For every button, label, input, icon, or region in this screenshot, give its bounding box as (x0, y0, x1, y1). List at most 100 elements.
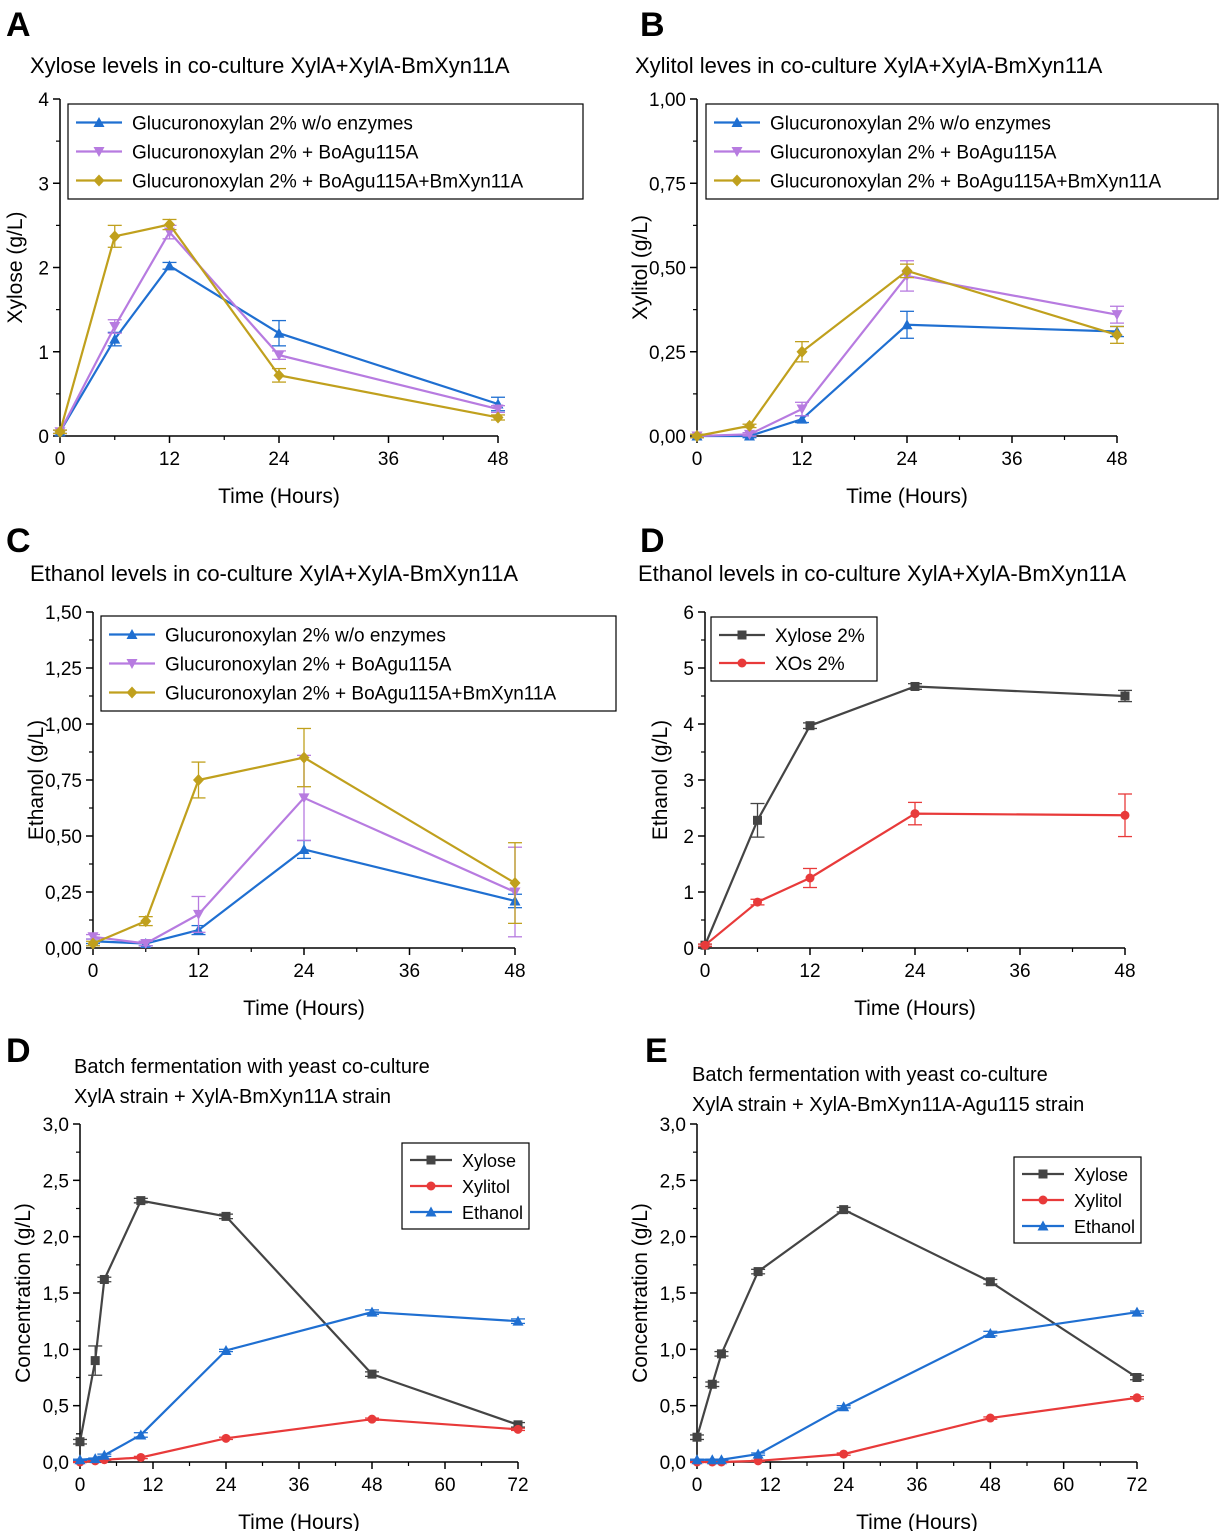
legend-marker (426, 1181, 436, 1191)
y-axis-label: Ethanol (g/L) (25, 720, 48, 840)
data-point (99, 1274, 109, 1284)
y-axis-label: Xylitol (g/L) (629, 215, 652, 320)
data-point (984, 1328, 996, 1339)
data-point (691, 430, 703, 442)
data-point (901, 319, 913, 330)
series-3 (53, 218, 505, 438)
legend-marker (731, 117, 743, 127)
y-axis-label: Concentration (g/L) (12, 1203, 35, 1383)
y-tick-label: 0,25 (649, 343, 686, 364)
data-point (839, 1205, 849, 1215)
data-point (220, 1344, 232, 1355)
legend-label: Glucuronoxylan 2% + BoAgu115A (770, 143, 1057, 164)
x-axis-label: Time (Hours) (856, 1511, 978, 1531)
x-tick-label: 24 (268, 449, 290, 470)
panel-letter: C (6, 522, 31, 560)
series-2 (690, 260, 1124, 442)
data-point (1111, 310, 1123, 321)
x-tick-label: 0 (88, 961, 99, 982)
y-tick-label: 5 (683, 659, 694, 680)
chart-panel-1: A Xylose levels in co-culture XylA+XylA-B… (4, 6, 584, 508)
legend-box (705, 103, 1219, 200)
data-point (492, 411, 504, 424)
y-tick-label: 1,00 (45, 715, 82, 736)
legend-marker (425, 1206, 437, 1217)
x-axis-label: Time (Hours) (243, 997, 365, 1020)
data-point (109, 333, 121, 344)
data-point (691, 1454, 703, 1465)
data-point (193, 909, 204, 920)
data-point (700, 940, 710, 950)
chart-subtitle: XylA strain + XylA-BmXyn11A strain (74, 1086, 391, 1108)
legend-marker (93, 147, 105, 157)
y-tick-label: 3 (683, 771, 694, 792)
y-tick-label: 0,50 (649, 259, 686, 280)
y-tick-label: 1,50 (45, 603, 82, 624)
data-point (1120, 810, 1130, 820)
y-tick-label: 3,0 (43, 1115, 69, 1136)
y-tick-label: 1 (683, 883, 694, 904)
data-point (136, 1452, 146, 1462)
legend-marker (93, 117, 105, 127)
x-tick-label: 72 (1126, 1475, 1147, 1496)
x-tick-label: 0 (700, 961, 711, 982)
x-tick-label: 24 (904, 961, 926, 982)
series-2 (53, 224, 505, 438)
data-point (901, 264, 913, 277)
data-point (298, 793, 310, 804)
y-tick-label: 0,5 (43, 1397, 69, 1418)
series-line (59, 264, 499, 433)
data-point (109, 230, 121, 243)
x-tick-label: 36 (906, 1475, 927, 1496)
data-point (136, 1196, 146, 1206)
legend-label: Glucuronoxylan 2% w/o enzymes (770, 114, 1051, 135)
data-point (706, 1454, 718, 1465)
series-3 (73, 1306, 525, 1465)
legend-label: Glucuronoxylan 2% + BoAgu115A+BmXyn11A (770, 172, 1161, 193)
panel-letter: A (6, 6, 31, 44)
y-tick-label: 2 (683, 827, 694, 848)
chart-title: Batch fermentation with yeast co-culture (74, 1056, 430, 1078)
y-tick-label: 4 (683, 715, 694, 736)
data-point (716, 1349, 726, 1359)
y-tick-label: 0,00 (649, 427, 686, 448)
data-point (910, 809, 920, 819)
data-point (87, 937, 99, 950)
series-line (697, 323, 1118, 438)
data-point (74, 1454, 86, 1465)
x-tick-label: 60 (434, 1475, 455, 1496)
data-point (367, 1369, 377, 1379)
data-point (298, 751, 310, 764)
legend: Glucuronoxylan 2% w/o enzymes Glucuronoxy… (67, 103, 584, 200)
y-tick-label: 6 (683, 603, 694, 624)
data-point (164, 260, 175, 271)
series-3 (690, 263, 1124, 442)
x-tick-label: 36 (1001, 449, 1022, 470)
x-tick-label: 12 (188, 961, 209, 982)
legend-label: XOs 2% (775, 654, 845, 675)
data-point (796, 413, 808, 424)
y-tick-label: 2,5 (660, 1171, 686, 1192)
data-point (140, 939, 152, 950)
y-tick-label: 1,00 (649, 90, 686, 111)
data-point (109, 321, 121, 332)
legend-label: Glucuronoxylan 2% + BoAgu115A+BmXyn11A (165, 684, 556, 705)
data-point (140, 915, 152, 928)
chart-panel-6: E Batch fermentation with yeast co-cultur… (629, 1032, 1148, 1531)
series-line (78, 1199, 519, 1442)
x-tick-label: 48 (1114, 961, 1135, 982)
x-tick-label: 12 (760, 1475, 781, 1496)
y-tick-label: 2 (38, 259, 49, 280)
x-tick-label: 0 (692, 449, 703, 470)
chart-title: Xylitol leves in co-culture XylA+XylA-Bm… (635, 53, 1103, 78)
x-tick-label: 48 (504, 961, 525, 982)
y-tick-label: 2,5 (43, 1171, 69, 1192)
panel-letter: D (6, 1032, 31, 1070)
data-point (513, 1424, 523, 1434)
legend: Xylose Xylitol Ethanol (401, 1142, 530, 1230)
series-2 (73, 1414, 525, 1467)
y-axis-label: Xylose (g/L) (4, 211, 27, 323)
x-tick-label: 24 (293, 961, 315, 982)
